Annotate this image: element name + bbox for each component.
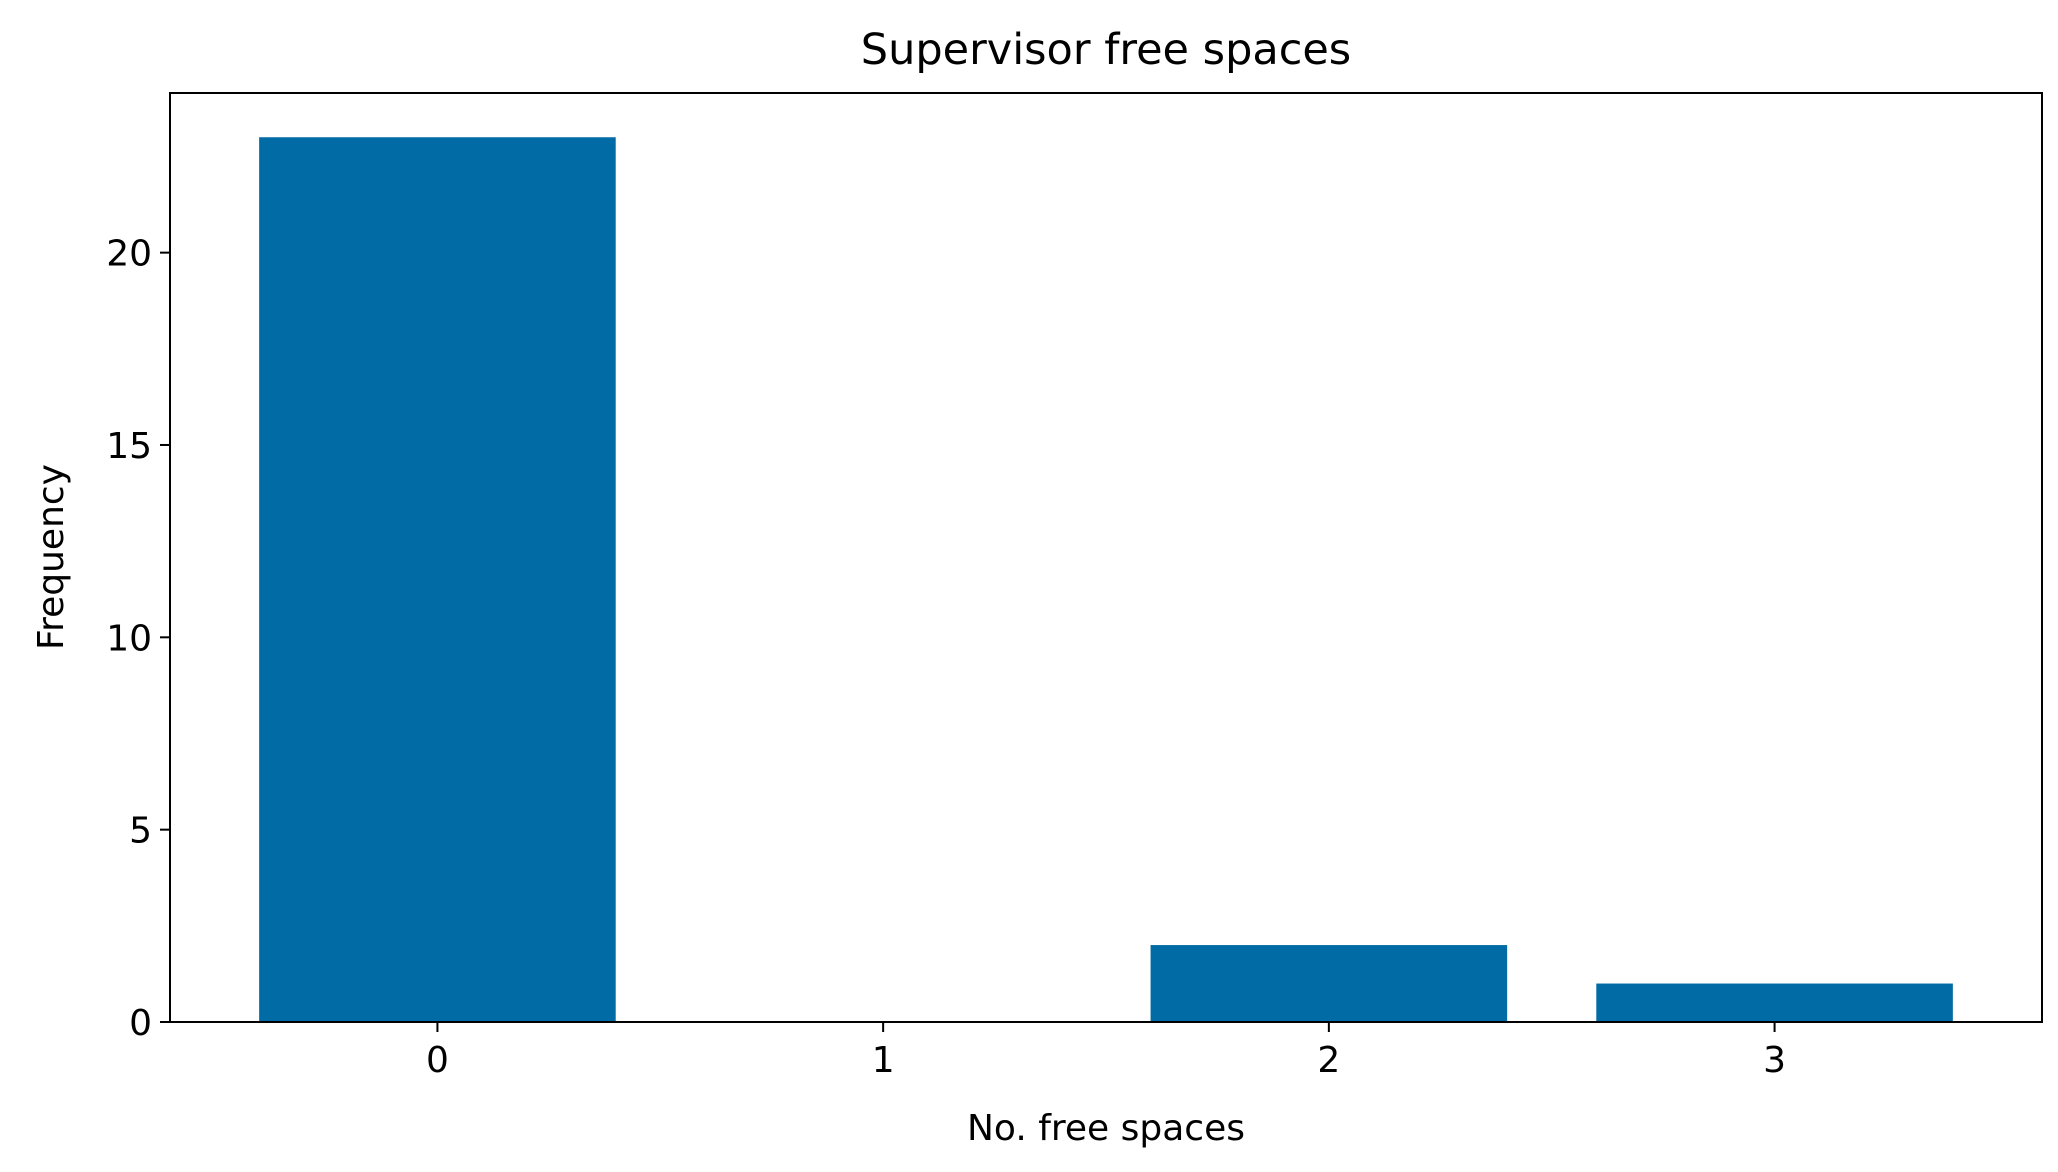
bar-0 <box>259 137 616 1023</box>
plot-frame <box>169 92 2043 1023</box>
bar-2 <box>1150 945 1508 1022</box>
chart-title: Supervisor free spaces <box>861 25 1351 75</box>
x-tick-label: 1 <box>872 1040 895 1081</box>
x-tick-label: 0 <box>426 1040 449 1081</box>
y-axis-label: Frequency <box>31 464 72 650</box>
y-axis-ticks: 0 5 10 15 20 <box>106 234 170 1044</box>
x-tick-label: 2 <box>1317 1040 1340 1081</box>
y-tick-label: 20 <box>106 234 152 275</box>
bar-3 <box>1596 983 1953 1022</box>
y-tick-label: 15 <box>106 426 152 467</box>
x-tick-label: 3 <box>1763 1040 1786 1081</box>
x-axis-ticks: 0 1 2 3 <box>426 1022 1786 1081</box>
y-tick-label: 10 <box>106 618 152 659</box>
y-tick-label: 0 <box>129 1003 152 1044</box>
bars-group <box>259 137 1953 1023</box>
y-tick-label: 5 <box>129 811 152 852</box>
x-axis-label: No. free spaces <box>967 1108 1245 1149</box>
